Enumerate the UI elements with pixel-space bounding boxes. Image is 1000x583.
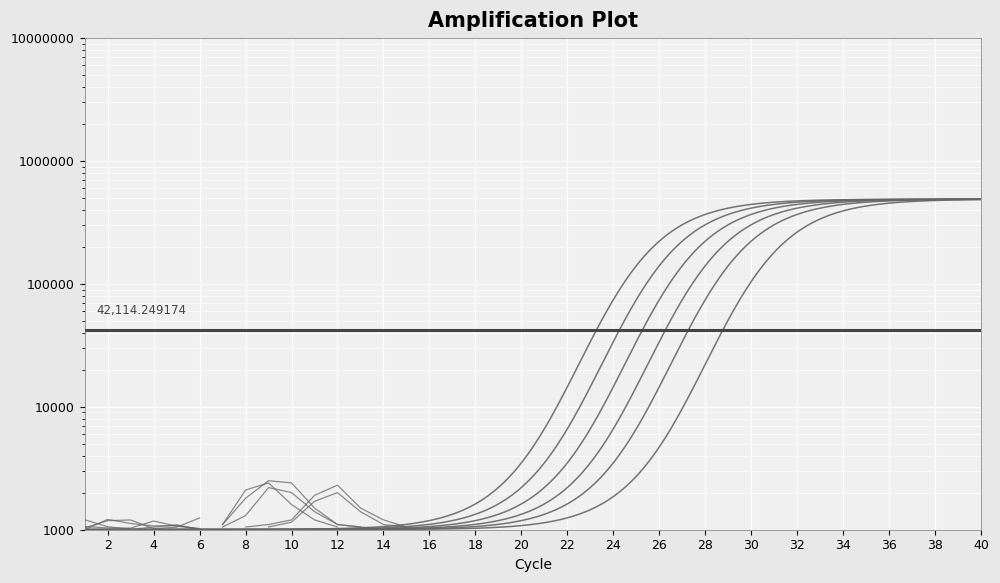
X-axis label: Cycle: Cycle [514,558,552,572]
Title: Amplification Plot: Amplification Plot [428,11,638,31]
Text: 42,114.249174: 42,114.249174 [96,304,186,317]
